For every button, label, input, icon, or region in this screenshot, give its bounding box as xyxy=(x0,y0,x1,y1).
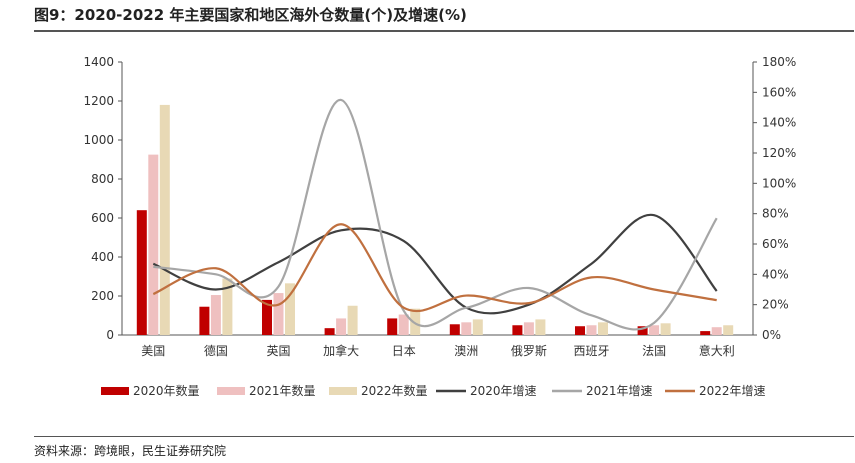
legend-label: 2020年数量 xyxy=(133,383,200,398)
legend-swatch-bar xyxy=(217,387,245,395)
y-right-tick-label: 80% xyxy=(762,207,789,221)
bar xyxy=(711,327,722,335)
title-rule xyxy=(34,30,854,32)
x-tick-label: 澳洲 xyxy=(454,344,478,358)
y-right-tick-label: 140% xyxy=(762,116,796,130)
bar xyxy=(262,299,272,335)
bar xyxy=(575,326,585,335)
bar xyxy=(512,325,523,335)
y-right-tick-label: 20% xyxy=(762,298,789,312)
bar xyxy=(387,318,398,335)
bar xyxy=(324,328,335,335)
legend-label: 2022年数量 xyxy=(361,383,428,398)
y-right-tick-label: 40% xyxy=(762,267,789,281)
legend: 2020年数量 2021年数量 2022年数量 2020年增速 2021年增速 2022年… xyxy=(101,383,766,398)
bars xyxy=(136,104,734,336)
y-left-tick-label: 800 xyxy=(91,172,114,186)
x-tick-label: 俄罗斯 xyxy=(511,344,547,358)
bar xyxy=(398,314,409,335)
axes: 0 200 400 600 800 1000 1200 1400 0% 20% 40% 60% 80% 1… xyxy=(83,55,796,358)
y-left-tick-label: 0 xyxy=(106,328,114,342)
y-left-tick-label: 1400 xyxy=(83,55,114,69)
line-series xyxy=(152,213,718,315)
y-left-tick-label: 400 xyxy=(91,250,114,264)
y-right-tick-label: 60% xyxy=(762,237,789,251)
x-tick-label: 英国 xyxy=(266,344,290,358)
bar xyxy=(649,325,660,335)
line-series xyxy=(152,223,717,313)
bar xyxy=(700,331,711,335)
bar xyxy=(136,210,147,335)
bar xyxy=(723,325,734,335)
bar xyxy=(210,295,221,335)
bar xyxy=(148,154,159,335)
legend-label: 2022年增速 xyxy=(699,384,766,398)
bar xyxy=(535,319,546,335)
bar xyxy=(285,283,295,335)
source-rule xyxy=(34,436,854,437)
y-right-tick-label: 120% xyxy=(762,146,796,160)
bar xyxy=(461,322,472,335)
source-note: 资料来源：跨境眼，民生证券研究院 xyxy=(34,444,227,458)
y-right-tick-label: 100% xyxy=(762,176,796,190)
bar xyxy=(199,306,210,335)
x-tick-label: 日本 xyxy=(392,344,416,358)
bar xyxy=(660,323,671,335)
bar xyxy=(523,322,534,335)
legend-swatch-bar xyxy=(101,387,129,395)
bar xyxy=(449,324,460,335)
bar xyxy=(586,325,597,335)
y-left-tick-label: 200 xyxy=(91,289,114,303)
lines xyxy=(152,98,718,331)
y-right-tick-label: 0% xyxy=(762,328,781,342)
legend-label: 2021年数量 xyxy=(249,383,316,398)
y-left-tick-label: 600 xyxy=(91,211,114,225)
x-tick-label: 法国 xyxy=(642,344,666,358)
line-series xyxy=(153,98,718,331)
x-tick-label: 西班牙 xyxy=(573,344,609,358)
bar xyxy=(598,322,608,335)
figure-title: 图9：2020-2022 年主要国家和地区海外仓数量(个)及增速(%) xyxy=(34,6,467,24)
legend-swatch-bar xyxy=(329,387,357,395)
x-tick-label: 德国 xyxy=(204,343,228,358)
legend-label: 2020年增速 xyxy=(470,384,537,398)
y-left-tick-label: 1200 xyxy=(83,94,114,108)
bar xyxy=(273,293,284,335)
bar xyxy=(159,104,170,336)
y-right-tick-label: 180% xyxy=(762,55,796,69)
x-tick-label: 美国 xyxy=(141,344,165,358)
bar xyxy=(336,318,347,335)
x-tick-label: 加拿大 xyxy=(323,343,359,358)
bar xyxy=(637,326,648,335)
legend-label: 2021年增速 xyxy=(586,384,653,398)
y-left-tick-label: 1000 xyxy=(83,133,114,147)
bar xyxy=(347,305,358,335)
bar xyxy=(472,319,483,335)
bar xyxy=(410,308,421,335)
bar xyxy=(222,278,233,335)
y-right-tick-label: 160% xyxy=(762,85,796,99)
x-tick-label: 意大利 xyxy=(699,343,735,358)
